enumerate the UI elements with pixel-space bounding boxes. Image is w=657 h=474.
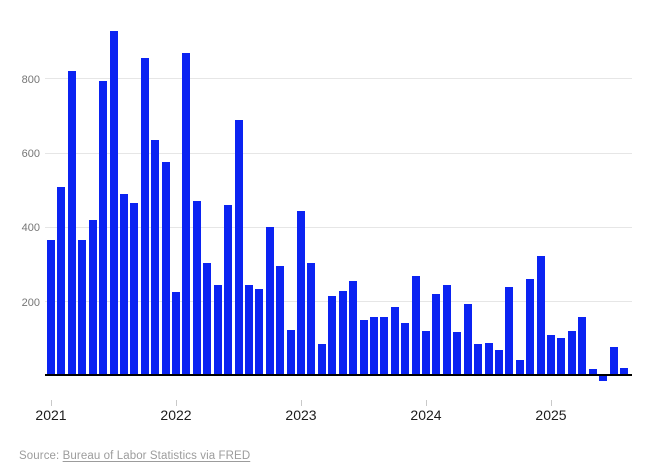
- bar-2023-11: [401, 322, 410, 376]
- bar-2024-12: [536, 256, 545, 376]
- gridline-400: [45, 226, 632, 228]
- bar-2023-03: [317, 344, 326, 376]
- bar-2025-02: [557, 338, 566, 376]
- bar-2023-08: [369, 317, 378, 376]
- x-axis-label-2024: 2024: [410, 407, 442, 423]
- source-prefix: Source:: [19, 450, 63, 462]
- bar-2025-01: [547, 334, 555, 376]
- bar-2023-01: [297, 210, 305, 376]
- bar-2022-11: [276, 266, 285, 376]
- x-axis-line: [45, 374, 632, 376]
- bar-2022-09: [255, 288, 264, 376]
- bar-2024-03: [442, 284, 451, 376]
- x-axis-tick-2025: [551, 400, 552, 406]
- bar-2024-08: [494, 349, 503, 376]
- x-axis-tick-2021: [51, 400, 52, 406]
- bar-2021-06: [99, 80, 108, 376]
- bar-2024-04: [453, 332, 462, 376]
- bar-2021-10: [140, 58, 149, 376]
- x-axis-label-2022: 2022: [160, 407, 192, 423]
- source-link[interactable]: Bureau of Labor Statistics via FRED: [62, 450, 251, 462]
- bar-2021-03: [67, 71, 76, 376]
- gridline-800: [45, 78, 632, 80]
- x-axis-tick-2024: [426, 400, 427, 406]
- bar-2025-03: [567, 331, 576, 376]
- bar-2024-07: [484, 343, 493, 376]
- y-axis-label: 200: [21, 296, 40, 309]
- bar-2023-12: [411, 275, 420, 376]
- bar-2023-05: [338, 290, 347, 376]
- bar-2022-03: [192, 201, 201, 376]
- bar-2025-06: [599, 376, 608, 381]
- bar-2022-04: [203, 262, 212, 376]
- source-line: Source: Bureau of Labor Statistics via F…: [19, 450, 250, 463]
- x-axis-label-2023: 2023: [285, 407, 317, 423]
- x-axis-label-2025: 2025: [535, 407, 567, 423]
- bar-2022-06: [224, 205, 233, 376]
- x-axis-tick-2022: [176, 400, 177, 406]
- bar-2021-09: [130, 203, 139, 376]
- bar-2023-07: [359, 320, 368, 376]
- gridline-600: [45, 152, 632, 154]
- bar-2025-05: [588, 368, 597, 376]
- x-axis-label-2021: 2021: [35, 407, 67, 423]
- bar-2024-01: [422, 331, 430, 376]
- y-axis-label: 800: [21, 73, 40, 86]
- bar-2021-07: [109, 30, 118, 376]
- bar-2023-04: [328, 296, 337, 376]
- bar-2024-11: [526, 279, 535, 376]
- y-axis-label: 600: [21, 148, 40, 161]
- bar-2022-05: [213, 284, 222, 376]
- bar-2024-02: [432, 293, 441, 376]
- bar-2025-04: [578, 317, 587, 376]
- bar-2022-01: [172, 292, 180, 376]
- bar-2024-09: [505, 286, 514, 376]
- bar-2021-05: [88, 219, 97, 376]
- x-axis-tick-2023: [301, 400, 302, 406]
- bar-2023-06: [349, 281, 358, 376]
- bar-2022-08: [244, 284, 253, 376]
- bar-2024-05: [463, 304, 472, 376]
- bar-2021-02: [57, 186, 66, 376]
- bar-2024-06: [474, 343, 483, 376]
- bar-2023-02: [307, 262, 316, 376]
- bar-2022-10: [265, 227, 274, 376]
- bar-2021-11: [151, 140, 160, 376]
- bar-2021-04: [78, 240, 87, 376]
- bar-2025-07: [609, 346, 618, 376]
- bar-2022-02: [182, 52, 191, 376]
- bar-2022-07: [234, 119, 243, 376]
- bar-2021-12: [161, 162, 170, 376]
- y-axis-label: 400: [21, 222, 40, 235]
- bar-2022-12: [286, 329, 295, 376]
- bar-2025-08: [619, 367, 628, 376]
- gridline-200: [45, 301, 632, 303]
- bar-2021-08: [119, 193, 128, 376]
- bar-2023-10: [390, 307, 399, 376]
- bar-2023-09: [380, 317, 389, 376]
- bar-2024-10: [515, 359, 524, 376]
- bar-2021-01: [47, 240, 55, 376]
